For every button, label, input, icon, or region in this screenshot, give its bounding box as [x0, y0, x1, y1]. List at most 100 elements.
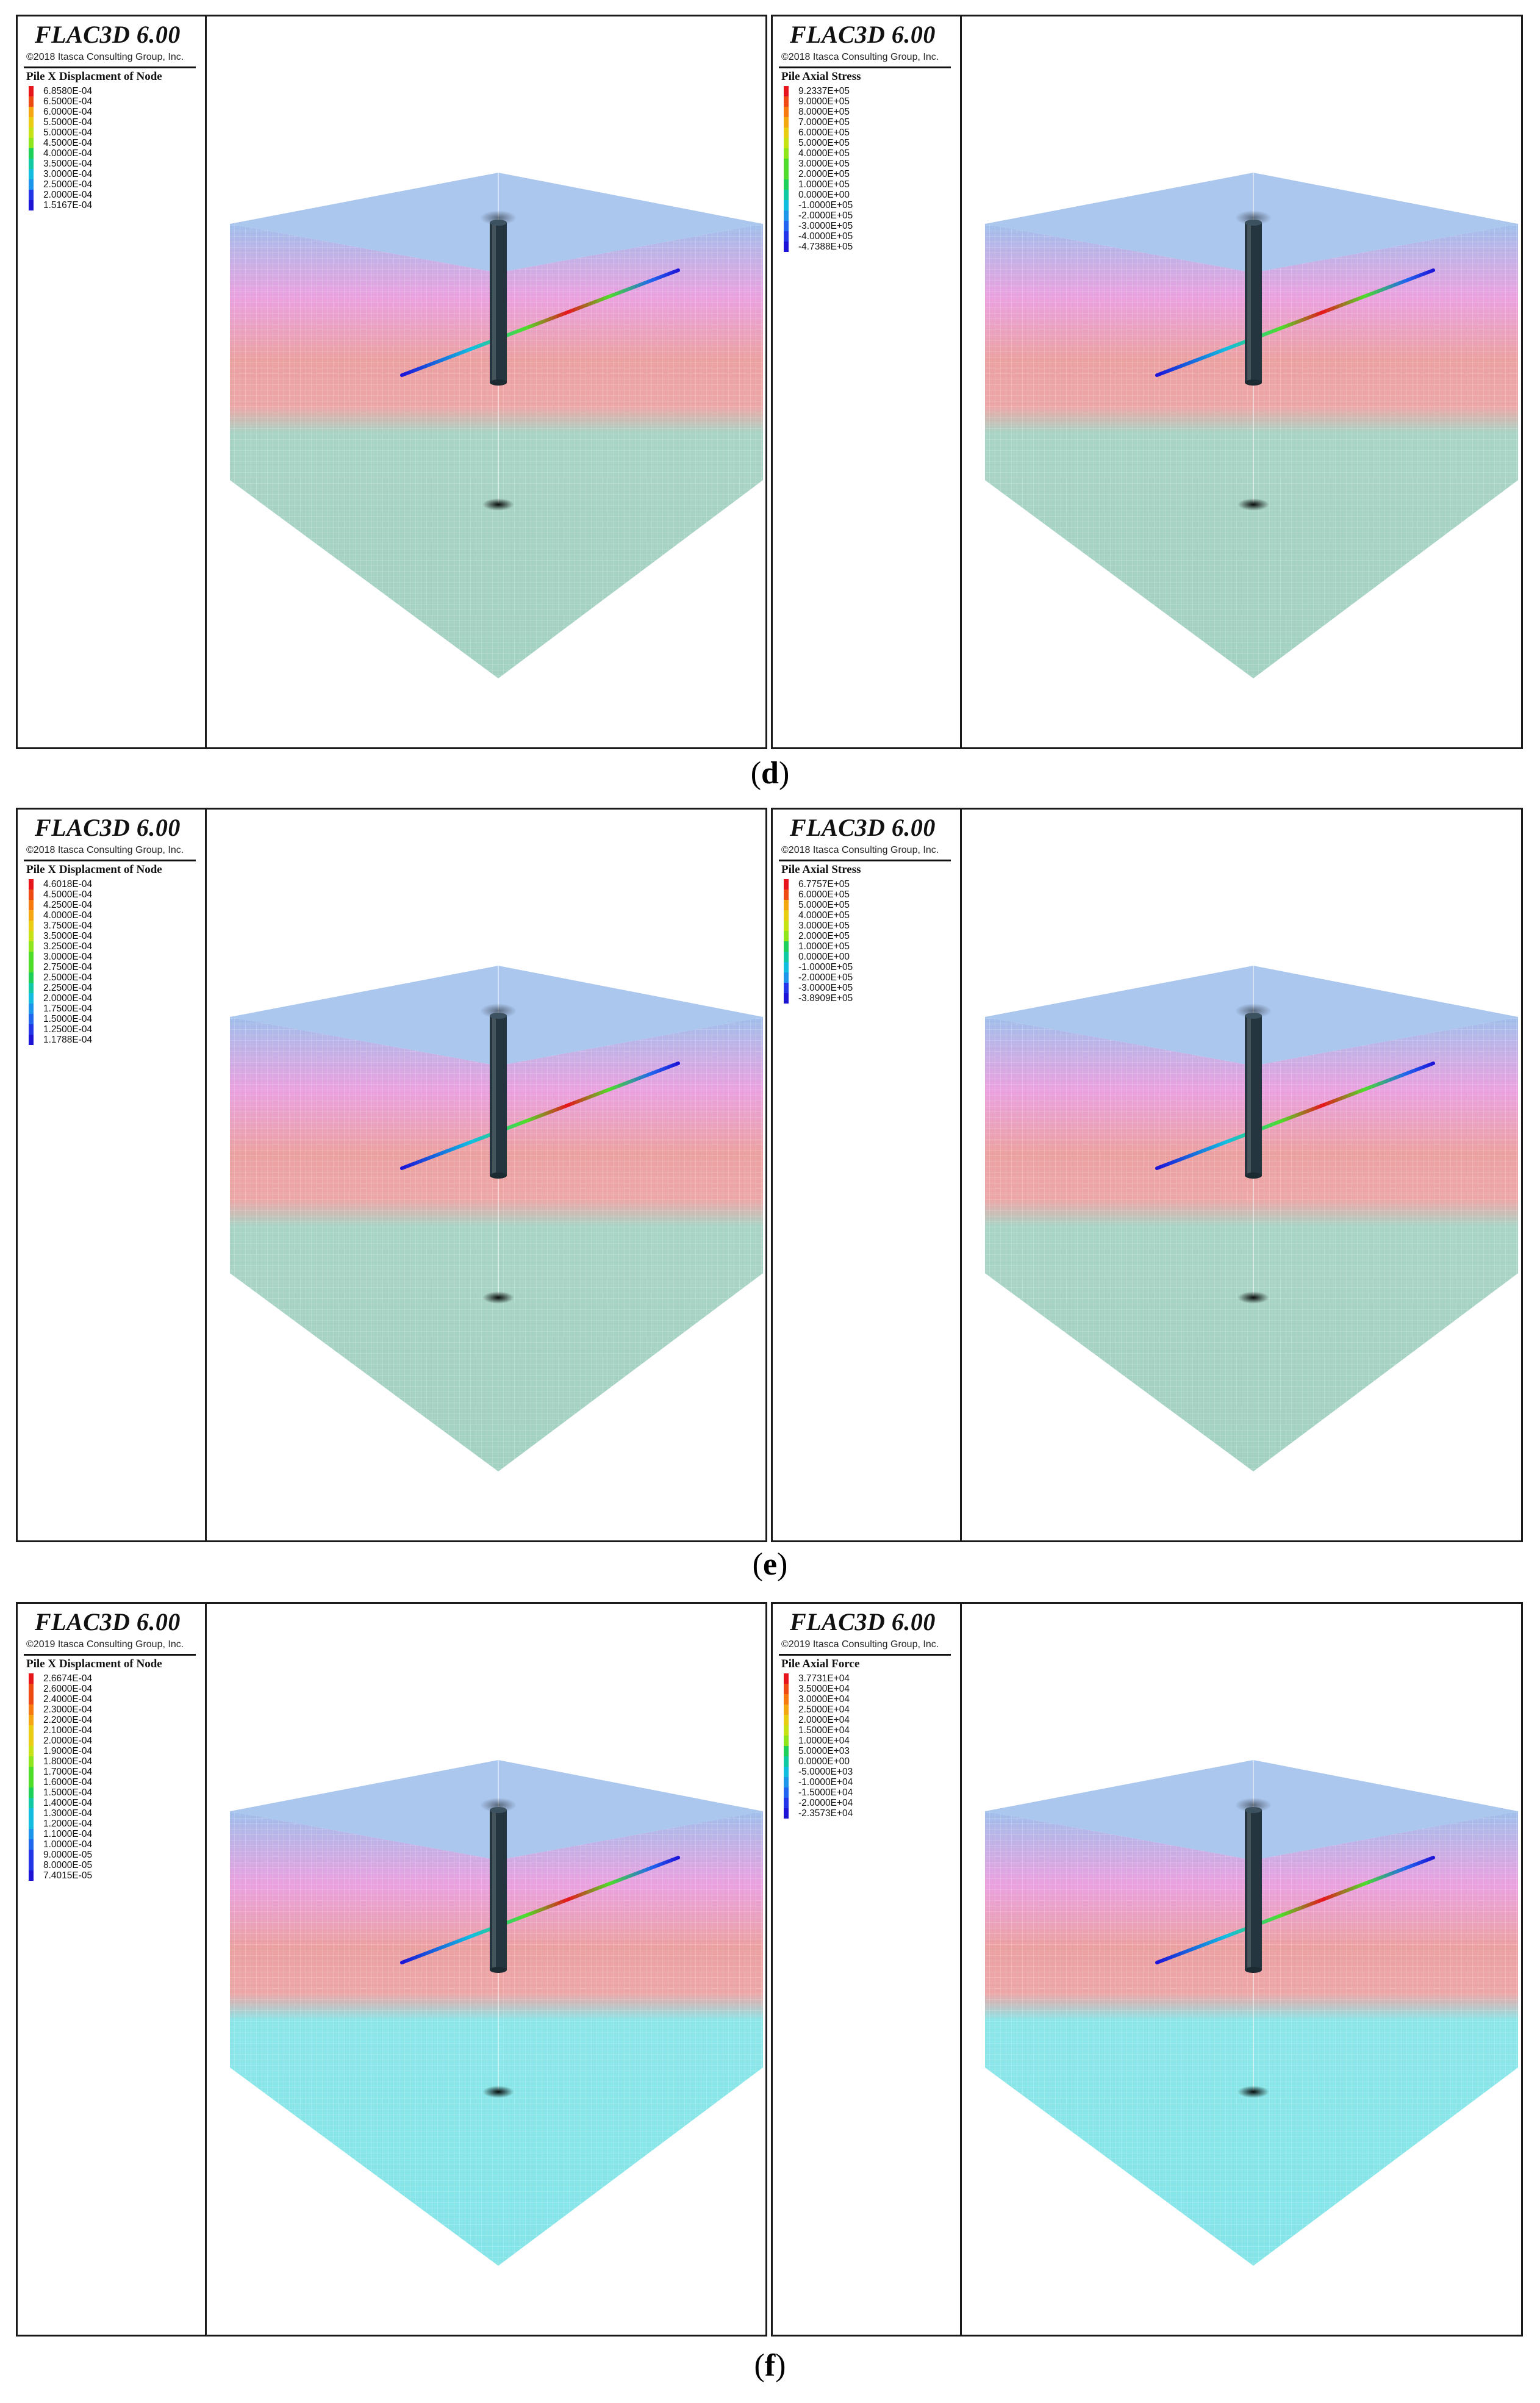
copyright: ©2019 Itasca Consulting Group, Inc.	[781, 1639, 939, 1650]
legend-value: 6.8580E-04	[43, 86, 93, 96]
legend-swatch	[29, 117, 34, 128]
legend-level: -5.0000E+03	[784, 1767, 853, 1777]
legend-swatch	[29, 962, 34, 972]
legend-swatch	[784, 952, 789, 962]
legend-value: 2.3000E-04	[43, 1704, 93, 1715]
legend-swatch	[784, 1777, 789, 1787]
legend-swatch	[784, 1756, 789, 1767]
legend-value: 7.4015E-05	[43, 1870, 93, 1881]
legend-value: -2.3573E+04	[798, 1808, 853, 1819]
legend-swatch	[784, 993, 789, 1004]
vertical-pile	[1245, 1807, 1262, 1973]
legend-swatch	[29, 1694, 34, 1704]
legend-swatch	[784, 138, 789, 148]
model-view	[230, 1760, 763, 2266]
legend-swatch	[29, 941, 34, 952]
legend-value: 2.4000E-04	[43, 1694, 93, 1704]
contour-legend: 4.6018E-04 4.5000E-04 4.2500E-04 4.0000E-04…	[29, 879, 92, 1045]
mesh-grid	[498, 1811, 763, 2266]
legend-level: 3.0000E-04	[29, 952, 92, 962]
legend-value: 9.2337E+05	[798, 86, 850, 96]
legend-level: 2.1000E-04	[29, 1725, 92, 1736]
legend-value: 9.0000E-05	[43, 1850, 93, 1860]
legend-value: 1.2500E-04	[43, 1024, 93, 1035]
legend-value: 1.5000E-04	[43, 1787, 93, 1798]
legend-value: 1.5000E-04	[43, 1014, 93, 1024]
legend-title: Pile Axial Stress	[781, 70, 861, 83]
mesh-singularity	[482, 1291, 514, 1304]
legend-level: 0.0000E+00	[784, 190, 853, 200]
legend-value: 2.5000E-04	[43, 972, 93, 983]
legend-level: -1.0000E+05	[784, 200, 853, 210]
contour-legend: 9.2337E+05 9.0000E+05 8.0000E+05 7.0000E+05…	[784, 86, 853, 252]
legend-swatch	[29, 96, 34, 107]
legend-level: 7.0000E+05	[784, 117, 853, 128]
model-view	[230, 966, 763, 1471]
legend-swatch	[29, 86, 34, 96]
legend-swatch	[784, 1725, 789, 1736]
legend-level: 1.5167E-04	[29, 200, 92, 210]
panel-d-axial: FLAC3D 6.00 ©2018 Itasca Consulting Group…	[771, 15, 1523, 749]
legend-swatch	[784, 169, 789, 179]
legend-value: -1.0000E+05	[798, 200, 853, 210]
legend-value: 3.0000E-04	[43, 169, 93, 179]
legend-level: 2.5000E-04	[29, 179, 92, 190]
mesh-singularity	[1237, 498, 1269, 511]
legend-level: -3.0000E+05	[784, 983, 853, 993]
legend-value: 5.0000E+05	[798, 900, 850, 910]
legend-swatch	[784, 910, 789, 921]
legend-value: -3.0000E+05	[798, 983, 853, 993]
legend-panel: FLAC3D 6.00 ©2018 Itasca Consulting Group…	[773, 810, 962, 1540]
legend-swatch	[784, 889, 789, 900]
pile-shadow	[480, 1004, 517, 1018]
legend-value: 2.6674E-04	[43, 1673, 93, 1684]
legend-level: 3.7500E-04	[29, 921, 92, 931]
legend-swatch	[29, 1798, 34, 1808]
legend-value: -1.0000E+05	[798, 962, 853, 972]
legend-level: 1.5000E+04	[784, 1725, 853, 1736]
mesh-grid	[498, 1017, 763, 1471]
inclined-pile	[400, 1061, 680, 1170]
inclined-pile	[400, 1856, 680, 1964]
legend-value: 4.5000E-04	[43, 138, 93, 148]
legend-level: 1.7500E-04	[29, 1004, 92, 1014]
legend-level: 4.5000E-04	[29, 889, 92, 900]
legend-level: 1.3000E-04	[29, 1808, 92, 1819]
legend-swatch	[784, 1746, 789, 1756]
legend-swatch	[29, 1850, 34, 1860]
vertical-pile	[490, 220, 507, 386]
legend-value: 2.0000E+05	[798, 931, 850, 941]
legend-value: 7.0000E+05	[798, 117, 850, 128]
legend-title: Pile Axial Force	[781, 1658, 860, 1670]
mesh-grid	[230, 224, 498, 678]
legend-value: 2.5000E-04	[43, 179, 93, 190]
pile-shadow	[480, 1798, 517, 1812]
mesh-grid	[985, 224, 1253, 678]
vertical-pile	[1245, 220, 1262, 386]
legend-swatch	[784, 231, 789, 242]
inclined-pile	[400, 268, 680, 377]
legend-level: 1.1000E-04	[29, 1829, 92, 1839]
legend-level: 1.8000E-04	[29, 1756, 92, 1767]
legend-value: -2.0000E+05	[798, 210, 853, 221]
legend-level: 0.0000E+00	[784, 952, 853, 962]
copyright: ©2018 Itasca Consulting Group, Inc.	[781, 845, 939, 855]
legend-level: 2.0000E+05	[784, 169, 853, 179]
legend-value: -2.0000E+04	[798, 1798, 853, 1808]
brand-title: FLAC3D 6.00	[35, 814, 181, 841]
legend-value: 8.0000E-05	[43, 1860, 93, 1870]
legend-level: -2.0000E+05	[784, 210, 853, 221]
legend-level: 9.0000E-05	[29, 1850, 92, 1860]
legend-level: 2.0000E+04	[784, 1715, 853, 1725]
legend-level: 5.0000E+05	[784, 138, 853, 148]
legend-level: 2.0000E-04	[29, 190, 92, 200]
legend-level: 2.2500E-04	[29, 983, 92, 993]
legend-swatch	[784, 117, 789, 128]
copyright: ©2018 Itasca Consulting Group, Inc.	[26, 52, 184, 62]
mesh-grid	[230, 1811, 498, 2266]
legend-level: 1.2000E-04	[29, 1819, 92, 1829]
legend-level: 6.8580E-04	[29, 86, 92, 96]
legend-level: 1.0000E+05	[784, 941, 853, 952]
legend-title: Pile X Displacment of Node	[26, 70, 162, 83]
legend-title: Pile Axial Stress	[781, 863, 861, 876]
